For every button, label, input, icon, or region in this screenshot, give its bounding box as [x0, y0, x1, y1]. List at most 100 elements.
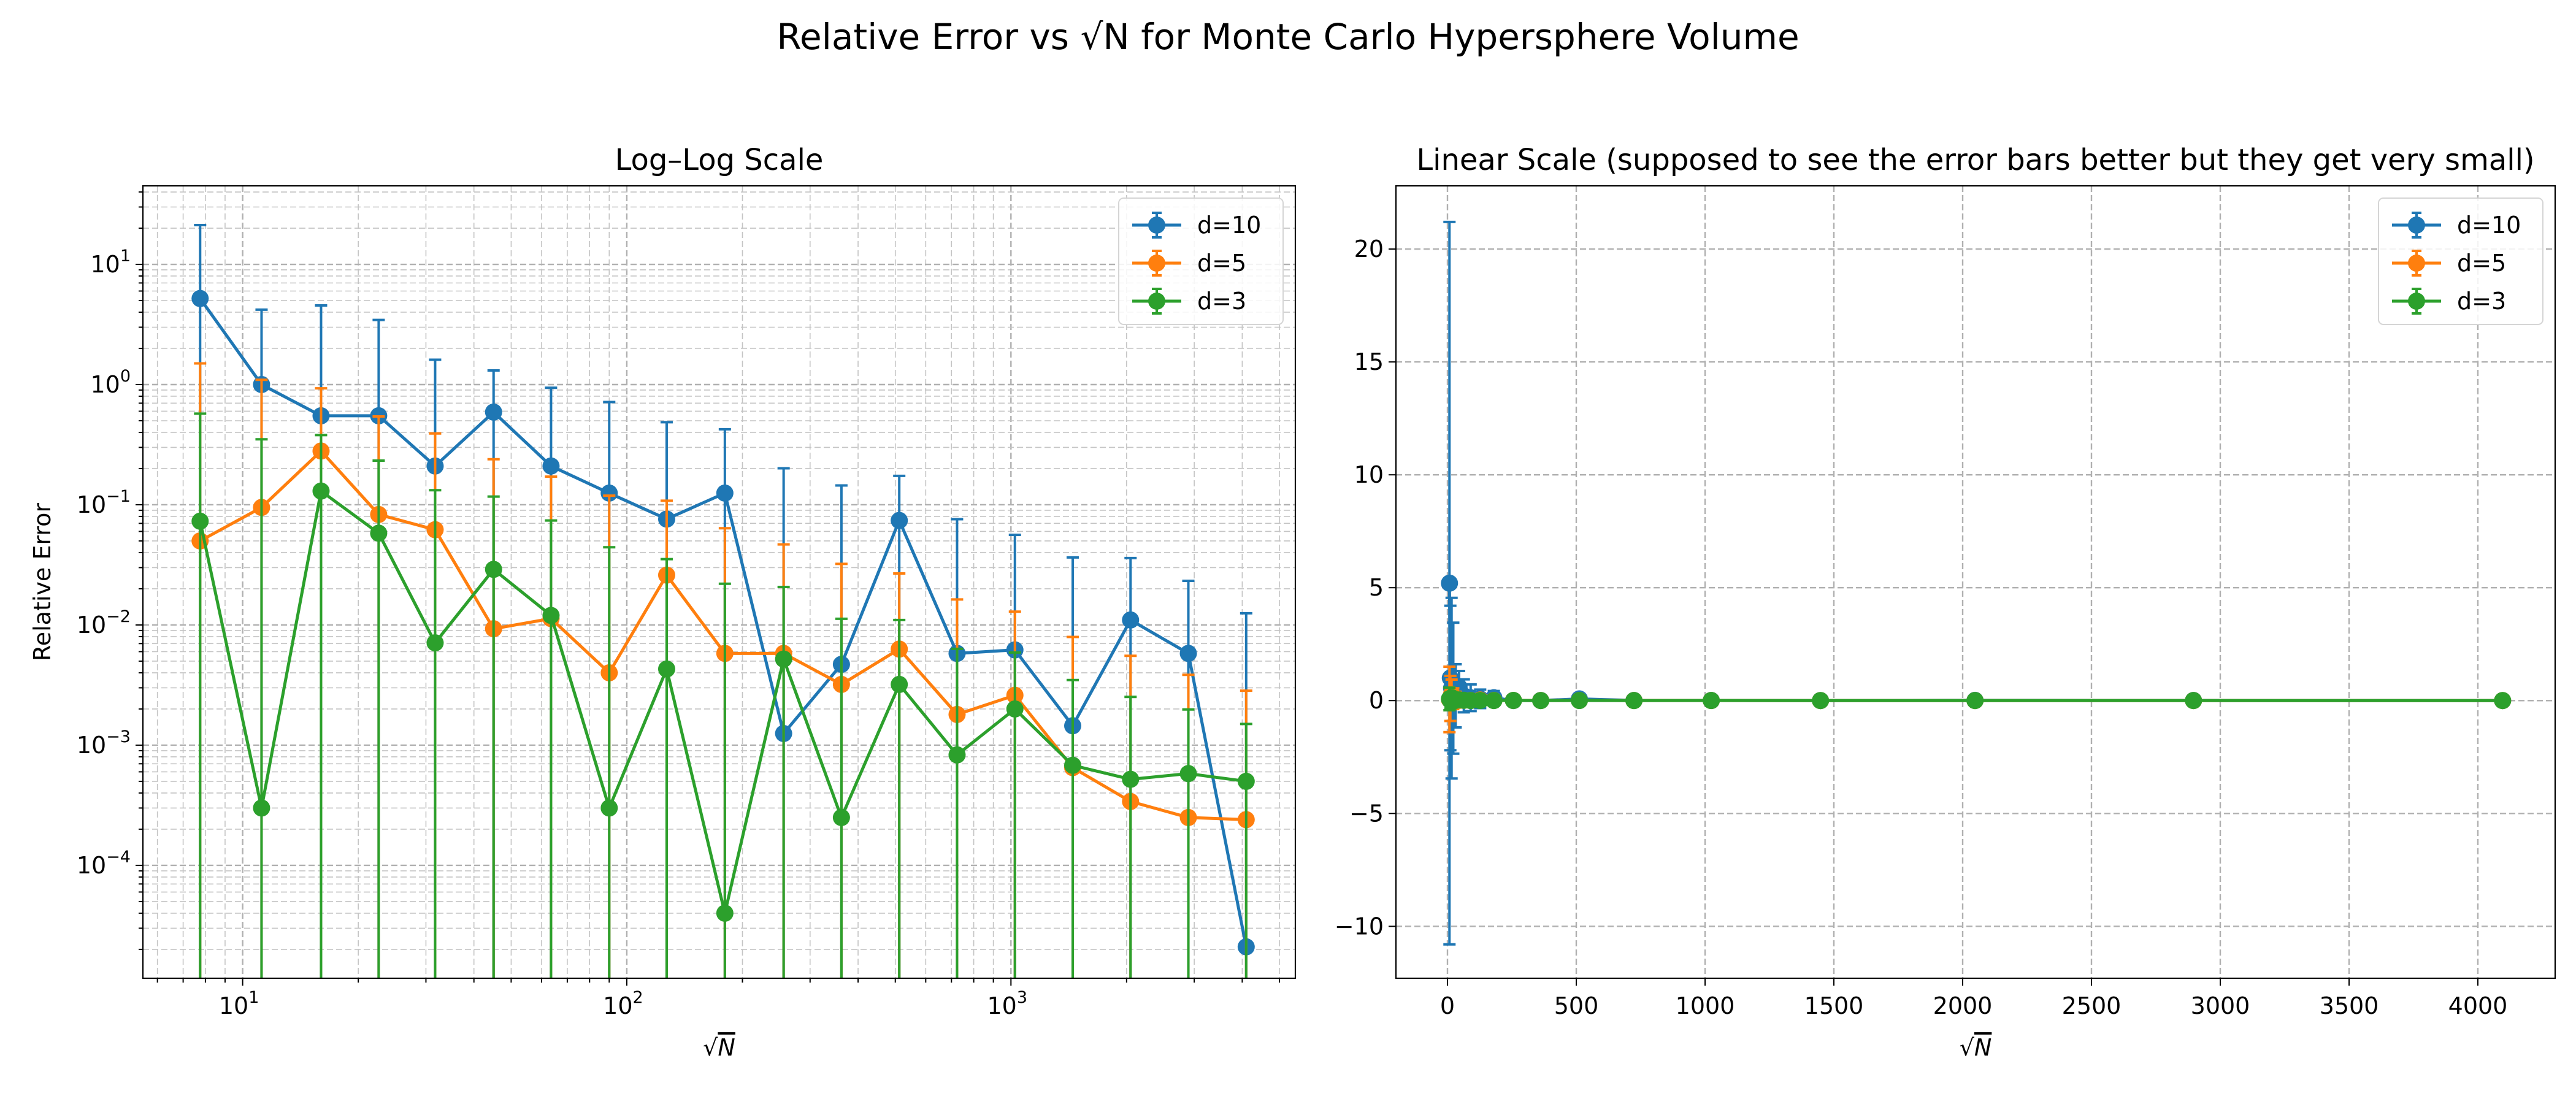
legend-marker	[1148, 217, 1165, 234]
x-axis-label: √N	[1960, 1034, 1992, 1061]
y-tick-label-base: 10	[77, 611, 106, 638]
data-point	[542, 457, 560, 475]
legend-entry: d=10	[2392, 212, 2521, 239]
data-point	[716, 484, 734, 502]
data-point	[1122, 611, 1140, 629]
y-tick-label: 100	[90, 367, 131, 398]
y-tick-label-base: 10	[77, 491, 106, 518]
x-tick-label: 4000	[2448, 992, 2508, 1019]
data-point	[485, 403, 502, 421]
x-axis-label-radical: √	[1960, 1034, 1975, 1061]
series-d10	[191, 224, 1255, 978]
x-axis-label-variable: N	[718, 1034, 735, 1061]
data-point	[1237, 772, 1255, 790]
x-axis-label-variable: N	[1974, 1034, 1991, 1061]
y-tick-label: 10−1	[77, 487, 131, 518]
legend-marker	[1148, 293, 1165, 310]
y-tick-label-exponent: 0	[120, 367, 131, 386]
y-tick-label: 5	[1369, 574, 1384, 601]
data-point	[1471, 692, 1489, 710]
y-tick-label-base: 10	[90, 371, 120, 398]
data-point	[2494, 692, 2512, 710]
x-axis-label: √N	[703, 1034, 735, 1061]
y-tick-label-exponent: −1	[106, 487, 131, 506]
legend-label: d=10	[2457, 212, 2521, 239]
legend-entry: d=5	[1132, 250, 1246, 277]
y-tick-label-exponent: −2	[106, 607, 131, 626]
y-tick-label: 20	[1354, 236, 1384, 263]
x-axis-label-radical: √	[703, 1034, 718, 1061]
y-tick-label-exponent: −3	[106, 727, 131, 746]
legend-label: d=5	[2457, 250, 2506, 277]
legend-label: d=3	[2457, 288, 2506, 315]
legend-label: d=5	[1197, 250, 1246, 277]
data-point	[370, 524, 388, 542]
legend-marker	[2408, 293, 2425, 310]
y-tick-label: −10	[1335, 913, 1384, 940]
data-point	[716, 904, 734, 922]
x-tick-label: 103	[987, 988, 1028, 1019]
data-point	[600, 484, 618, 502]
y-tick-label: −5	[1349, 800, 1384, 827]
data-point	[891, 512, 908, 529]
x-tick-label: 2500	[2062, 992, 2122, 1019]
y-tick-label: 10	[1354, 461, 1384, 488]
y-tick-label: 0	[1369, 687, 1384, 714]
legend-entry: d=3	[1132, 288, 1246, 315]
data-point	[1571, 692, 1589, 710]
axes-title: Linear Scale (supposed to see the error …	[1416, 143, 2534, 177]
x-tick-label-exponent: 2	[633, 988, 643, 1007]
data-point	[948, 746, 966, 764]
axes-title: Log–Log Scale	[615, 143, 824, 177]
data-point	[775, 650, 792, 668]
y-tick-label: 10−4	[77, 848, 131, 879]
series-line	[1447, 583, 2503, 702]
data-point	[1441, 574, 1459, 592]
data-point	[485, 561, 502, 578]
linear-axes: 0 500 1000 1500 2000 2500 3000 3500 4000 −10 −5 0 5 1…	[1335, 143, 2556, 1061]
series-d10	[1441, 220, 2512, 946]
data-point	[1179, 645, 1197, 662]
data-point	[1625, 692, 1643, 710]
legend: d=10 d=5 d=3	[1118, 197, 1284, 325]
x-tick-label: 101	[219, 988, 259, 1019]
legend-marker	[2408, 255, 2425, 272]
legend-entry: d=5	[2392, 250, 2506, 277]
x-tick-label: 1000	[1676, 992, 1735, 1019]
data-point	[1485, 692, 1503, 710]
legend-label: d=10	[1197, 212, 1261, 239]
legend-label: d=3	[1197, 288, 1246, 315]
y-tick-label-base: 10	[77, 732, 106, 759]
plot-area	[1441, 220, 2512, 946]
y-axis-label: Relative Error	[29, 503, 56, 661]
data-point	[1505, 692, 1522, 710]
data-point	[1532, 692, 1550, 710]
y-tick-label: 101	[90, 247, 131, 278]
figure-title: Relative Error vs √N for Monte Carlo Hyp…	[776, 16, 1799, 58]
x-tick-label: 2000	[1933, 992, 1993, 1019]
y-tick-label-base: 10	[77, 852, 106, 879]
x-tick-label: 3500	[2320, 992, 2379, 1019]
data-point	[426, 634, 444, 652]
data-point	[600, 799, 618, 817]
data-point	[1812, 692, 1830, 710]
y-tick-label-exponent: −4	[106, 848, 131, 867]
axes-frame	[1395, 185, 2556, 979]
data-point	[1179, 765, 1197, 783]
legend: d=10 d=5 d=3	[2378, 197, 2543, 325]
x-tick-label-exponent: 3	[1017, 988, 1027, 1007]
data-point	[891, 675, 908, 693]
x-tick-label-base: 10	[219, 992, 248, 1019]
data-point	[657, 660, 675, 678]
legend-entry: d=3	[2392, 288, 2506, 315]
series-line	[198, 489, 1247, 915]
x-tick-label: 500	[1554, 992, 1599, 1019]
data-point	[1064, 756, 1081, 774]
data-point	[1966, 692, 1984, 710]
data-point	[253, 799, 270, 817]
x-tick-label: 3000	[2191, 992, 2250, 1019]
y-tick-label: 10−3	[77, 727, 131, 759]
x-tick-label-base: 10	[603, 992, 632, 1019]
